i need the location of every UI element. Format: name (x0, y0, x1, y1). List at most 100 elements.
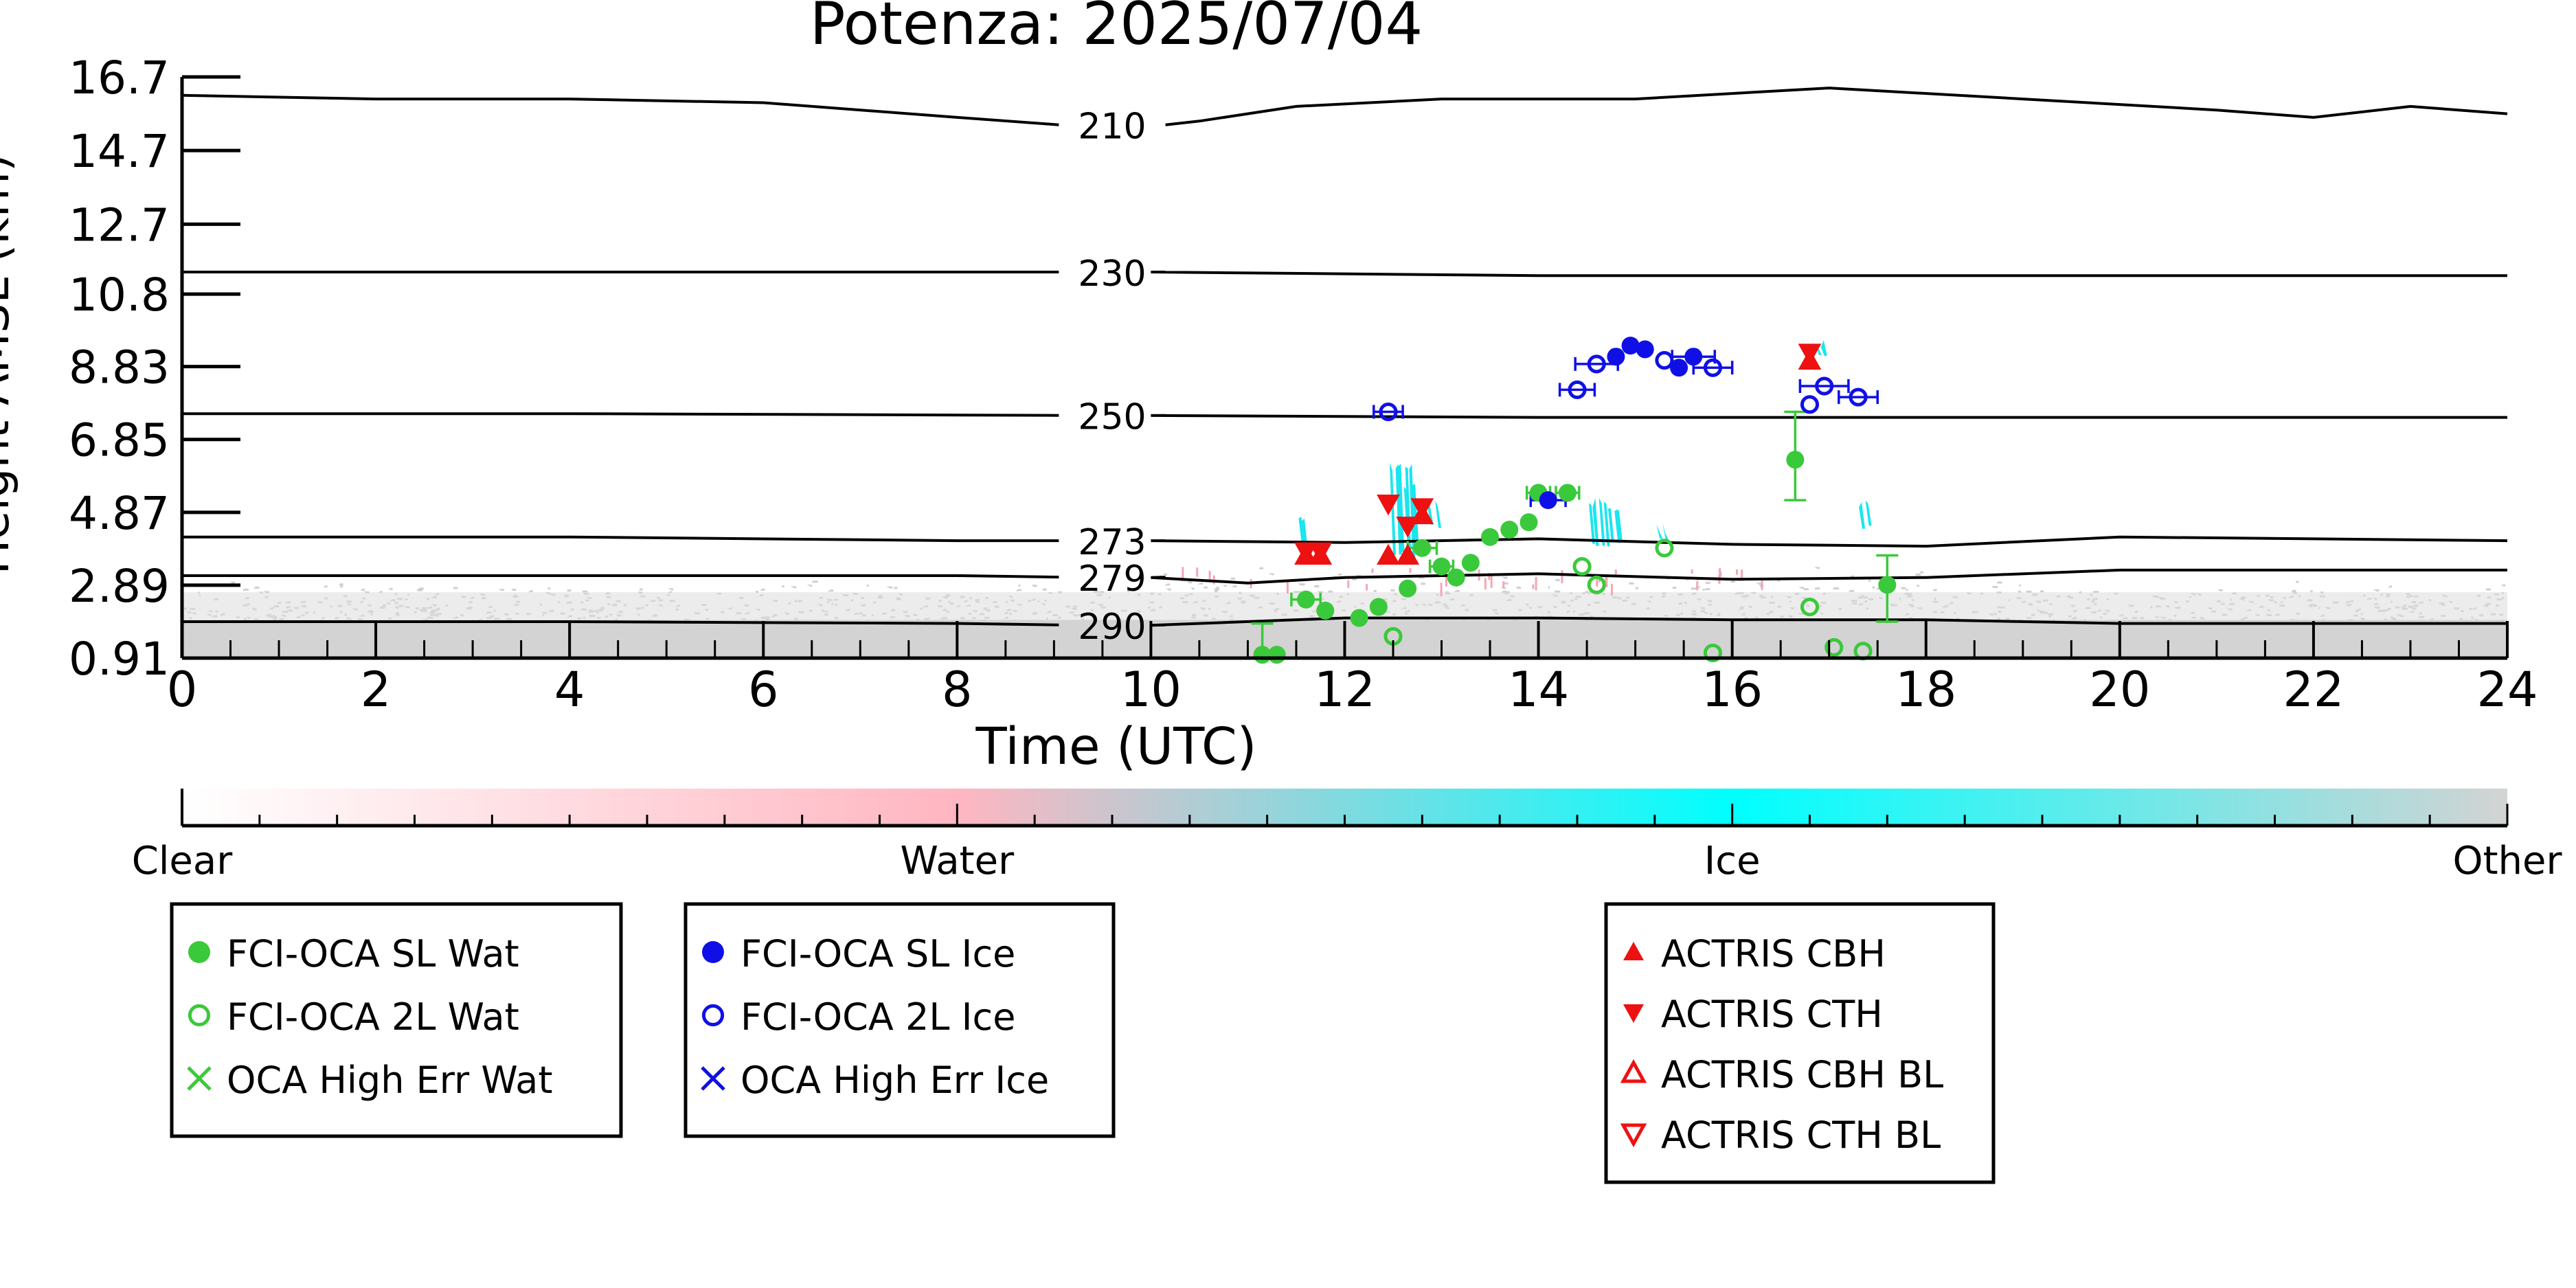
data-point (1413, 539, 1432, 557)
data-point (1309, 542, 1333, 564)
isoline-210-right (1165, 87, 2508, 126)
legend: FCI-OCA SL Wat FCI-OCA 2L Wat OCA High Err… (170, 902, 1996, 1184)
isoline-label-290: 290 (1078, 607, 1146, 648)
y-tick-label: 8.83 (69, 341, 170, 394)
legend-item: FCI-OCA 2L Wat (188, 995, 519, 1039)
data-point (1539, 491, 1557, 510)
x-tick-label: 22 (2283, 662, 2344, 718)
data-point (1396, 517, 1420, 538)
legend-label: OCA High Err Wat (227, 1059, 553, 1102)
series-fci-oca-sl-ice (1539, 337, 1703, 510)
x-tick-label: 10 (1120, 662, 1182, 718)
colorbar-label: Other (2452, 839, 2562, 883)
data-point (1377, 494, 1400, 516)
data-point (1849, 387, 1868, 407)
data-point (1568, 380, 1587, 399)
isoline-label-230: 230 (1078, 253, 1146, 295)
data-point (1350, 609, 1368, 627)
data-point (1815, 376, 1834, 396)
data-point (1481, 528, 1500, 546)
y-tick-label: 2.89 (69, 560, 170, 613)
isoline-210-left (181, 93, 1059, 126)
legend-item: ACTRIS CTH BL (1620, 1114, 1941, 1157)
data-point (1587, 354, 1606, 374)
colorbar-label: Ice (1704, 839, 1761, 883)
data-point (1369, 598, 1388, 616)
data-markers (1251, 337, 1899, 664)
data-point (1800, 395, 1820, 414)
x-tick-label: 8 (942, 662, 973, 718)
data-point (1621, 337, 1640, 355)
legend-frame (1604, 902, 1996, 1184)
error-bar (1558, 383, 1596, 397)
y-tick-label: 10.8 (69, 269, 170, 321)
series-actris-cth (1294, 343, 1822, 564)
data-point (1316, 601, 1335, 620)
data-point (1399, 579, 1417, 598)
x-tick-label: 4 (554, 662, 585, 718)
isoline-290-right (1151, 616, 2507, 627)
data-point (1461, 554, 1480, 572)
legend-item: ACTRIS CTH (1623, 993, 1883, 1036)
data-point (1636, 340, 1654, 359)
error-bar (1798, 379, 1850, 394)
isoline-label-273: 273 (1078, 522, 1146, 563)
data-point (1558, 484, 1577, 502)
legend-marker (1623, 942, 1644, 960)
legend-label: FCI-OCA SL Wat (227, 932, 519, 975)
legend-label: FCI-OCA SL Ice (741, 932, 1015, 975)
legend-marker (701, 1004, 725, 1027)
x-tick-label: 16 (1702, 662, 1763, 718)
data-point (1684, 348, 1703, 366)
legend-marker (1620, 1123, 1647, 1148)
colorbar: Clear Water Ice Other (132, 789, 2562, 883)
data-point (1798, 343, 1822, 365)
data-point (1786, 451, 1805, 469)
legend-marker (188, 941, 210, 963)
data-point (1670, 359, 1688, 377)
data-point (1824, 637, 1844, 657)
data-point (1432, 557, 1451, 576)
colorbar-label: Water (901, 839, 1015, 883)
x-tick-label: 20 (2089, 662, 2150, 718)
isoline-250-right (1151, 414, 2507, 419)
lidar-ice-streaks (192, 340, 1872, 559)
y-tick-label: 16.7 (69, 52, 170, 104)
legend-box-2: FCI-OCA SL Ice FCI-OCA 2L Ice OCA High Err… (683, 902, 1116, 1138)
chart-title: Potenza: 2025/07/04 (810, 0, 1423, 58)
data-point (1396, 543, 1420, 565)
isoline-label-279: 279 (1078, 558, 1146, 600)
error-bar (1838, 390, 1879, 405)
axes: 0 2 4 6 8 10 12 14 16 18 20 22 2416.714.712.710.88.8… (69, 52, 2538, 718)
series-actris-cbh (1294, 348, 1822, 565)
lidar-low-haze (182, 592, 2507, 620)
legend-item: ACTRIS CBH BL (1620, 1053, 1943, 1096)
legend-marker (1620, 1059, 1647, 1083)
x-tick-label: 12 (1314, 662, 1375, 718)
legend-label: OCA High Err Ice (741, 1059, 1049, 1102)
data-point (1703, 643, 1723, 663)
legend-item: FCI-OCA SL Ice (702, 932, 1015, 975)
y-tick-label: 14.7 (69, 125, 170, 178)
isoline-279-left (182, 574, 1059, 579)
series-fci-oca-sl-wat (1253, 451, 1897, 664)
isoline-label-210: 210 (1078, 106, 1146, 148)
legend-marker (1623, 1004, 1644, 1023)
legend-label: ACTRIS CBH (1661, 932, 1886, 975)
y-axis-label: Height AMSL (km) (0, 154, 20, 575)
x-tick-label: 0 (167, 662, 198, 718)
data-point (1267, 646, 1286, 664)
data-point (1800, 597, 1820, 617)
data-point (1294, 542, 1318, 564)
data-point (1377, 543, 1400, 565)
legend-marker (188, 1004, 211, 1027)
data-point (1703, 358, 1723, 377)
legend-label: ACTRIS CBH BL (1661, 1053, 1943, 1096)
isoline-279-right (1151, 568, 2507, 585)
legend-label: FCI-OCA 2L Wat (227, 995, 519, 1039)
legend-label: FCI-OCA 2L Ice (741, 995, 1015, 1039)
lidar-background (181, 340, 2507, 658)
